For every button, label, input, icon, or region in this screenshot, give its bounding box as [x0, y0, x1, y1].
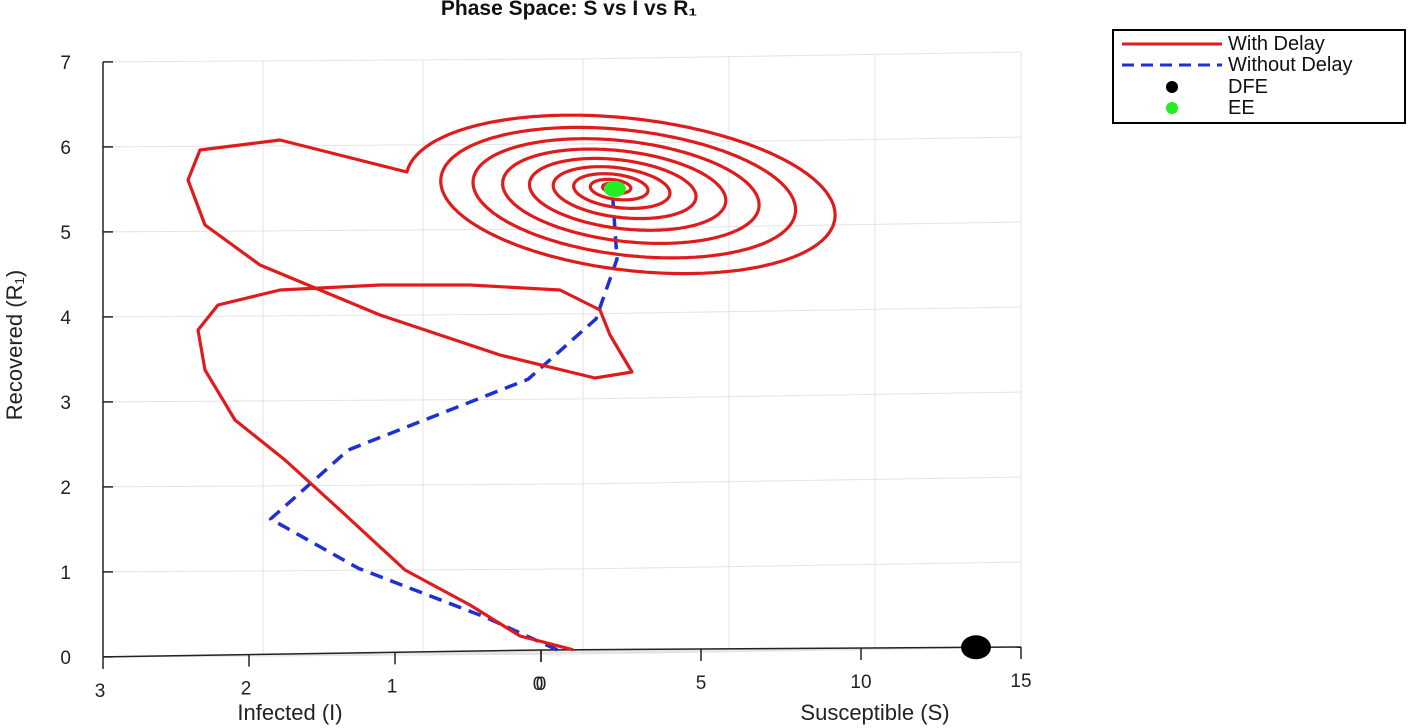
axes — [102, 61, 1022, 658]
z-tick-label: 4 — [60, 308, 71, 329]
grid-line — [102, 143, 584, 148]
x-axis-line — [540, 646, 1022, 651]
grid-line — [582, 561, 1022, 570]
legend-dfe-marker — [1166, 81, 1178, 93]
grid-line — [102, 653, 584, 658]
z-tick-label: 6 — [60, 138, 71, 159]
legend-ee: EE — [1228, 97, 1255, 119]
grid-line — [582, 51, 1022, 60]
with-delay-line — [186, 113, 837, 652]
grid-line — [102, 58, 584, 63]
z-tick-label: 2 — [60, 478, 71, 499]
y-tick-label: 1 — [387, 676, 398, 697]
legend-dfe: DFE — [1228, 76, 1268, 98]
z-tick-label: 3 — [60, 393, 71, 414]
y-tick-label: 2 — [241, 679, 252, 700]
grid — [102, 51, 1022, 658]
z-axis-label: Recovered (R₁) — [2, 270, 27, 420]
x-tick-label: 15 — [1010, 671, 1031, 692]
grid-line — [102, 313, 584, 318]
z-tick-label: 5 — [60, 223, 71, 244]
grid-line — [102, 568, 584, 573]
grid-line — [582, 476, 1022, 485]
z-tick-label: 1 — [60, 563, 71, 584]
grid-line — [102, 228, 584, 233]
legend-ee-marker — [1166, 102, 1178, 114]
grid-line — [582, 221, 1022, 230]
z-tick-label: 0 — [60, 648, 71, 669]
series-layer — [186, 113, 991, 660]
legend-with-delay: With Delay — [1228, 33, 1325, 55]
without-delay-line — [268, 199, 619, 652]
x-tick-label: 0 — [536, 674, 547, 695]
grid-line — [248, 651, 730, 656]
legend: With Delay Without Delay DFE EE — [1112, 29, 1406, 124]
dfe-marker — [961, 635, 991, 660]
x-axis-label: Susceptible (S) — [800, 700, 949, 725]
grid-line — [102, 483, 584, 488]
y-axis-label: Infected (I) — [237, 700, 342, 725]
grid-line — [394, 648, 876, 653]
chart-title: Phase Space: S vs I vs R₁ — [441, 0, 697, 20]
y-tick-label: 0 — [533, 674, 544, 695]
x-tick-label: 10 — [850, 672, 871, 693]
z-tick-label: 7 — [60, 53, 71, 74]
grid-line — [582, 391, 1022, 400]
x-tick-label: 5 — [696, 673, 707, 694]
legend-without-delay: Without Delay — [1228, 54, 1353, 76]
ee-marker — [603, 180, 626, 197]
grid-line — [582, 136, 1022, 145]
y-tick-label: 3 — [95, 681, 106, 702]
grid-line — [102, 398, 584, 403]
y-axis-line — [102, 649, 542, 658]
grid-line — [582, 306, 1022, 315]
